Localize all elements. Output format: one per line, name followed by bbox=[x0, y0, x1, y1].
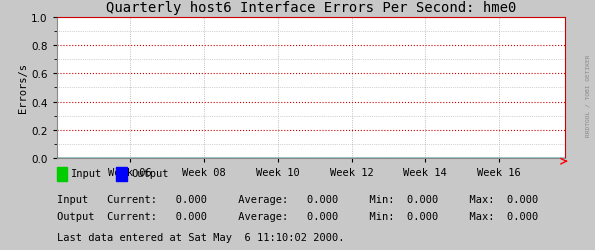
Text: Output: Output bbox=[131, 169, 168, 179]
Text: Last data entered at Sat May  6 11:10:02 2000.: Last data entered at Sat May 6 11:10:02 … bbox=[57, 232, 344, 242]
Text: Input   Current:   0.000     Average:   0.000     Min:  0.000     Max:  0.000: Input Current: 0.000 Average: 0.000 Min:… bbox=[57, 194, 538, 204]
Text: RRDTOOL / TOBI OETIKER: RRDTOOL / TOBI OETIKER bbox=[586, 54, 591, 136]
Text: Output  Current:   0.000     Average:   0.000     Min:  0.000     Max:  0.000: Output Current: 0.000 Average: 0.000 Min… bbox=[57, 211, 538, 221]
Title: Quarterly host6 Interface Errors Per Second: hme0: Quarterly host6 Interface Errors Per Sec… bbox=[106, 1, 516, 15]
Text: Input: Input bbox=[71, 169, 103, 179]
Y-axis label: Errors/s: Errors/s bbox=[18, 63, 28, 113]
